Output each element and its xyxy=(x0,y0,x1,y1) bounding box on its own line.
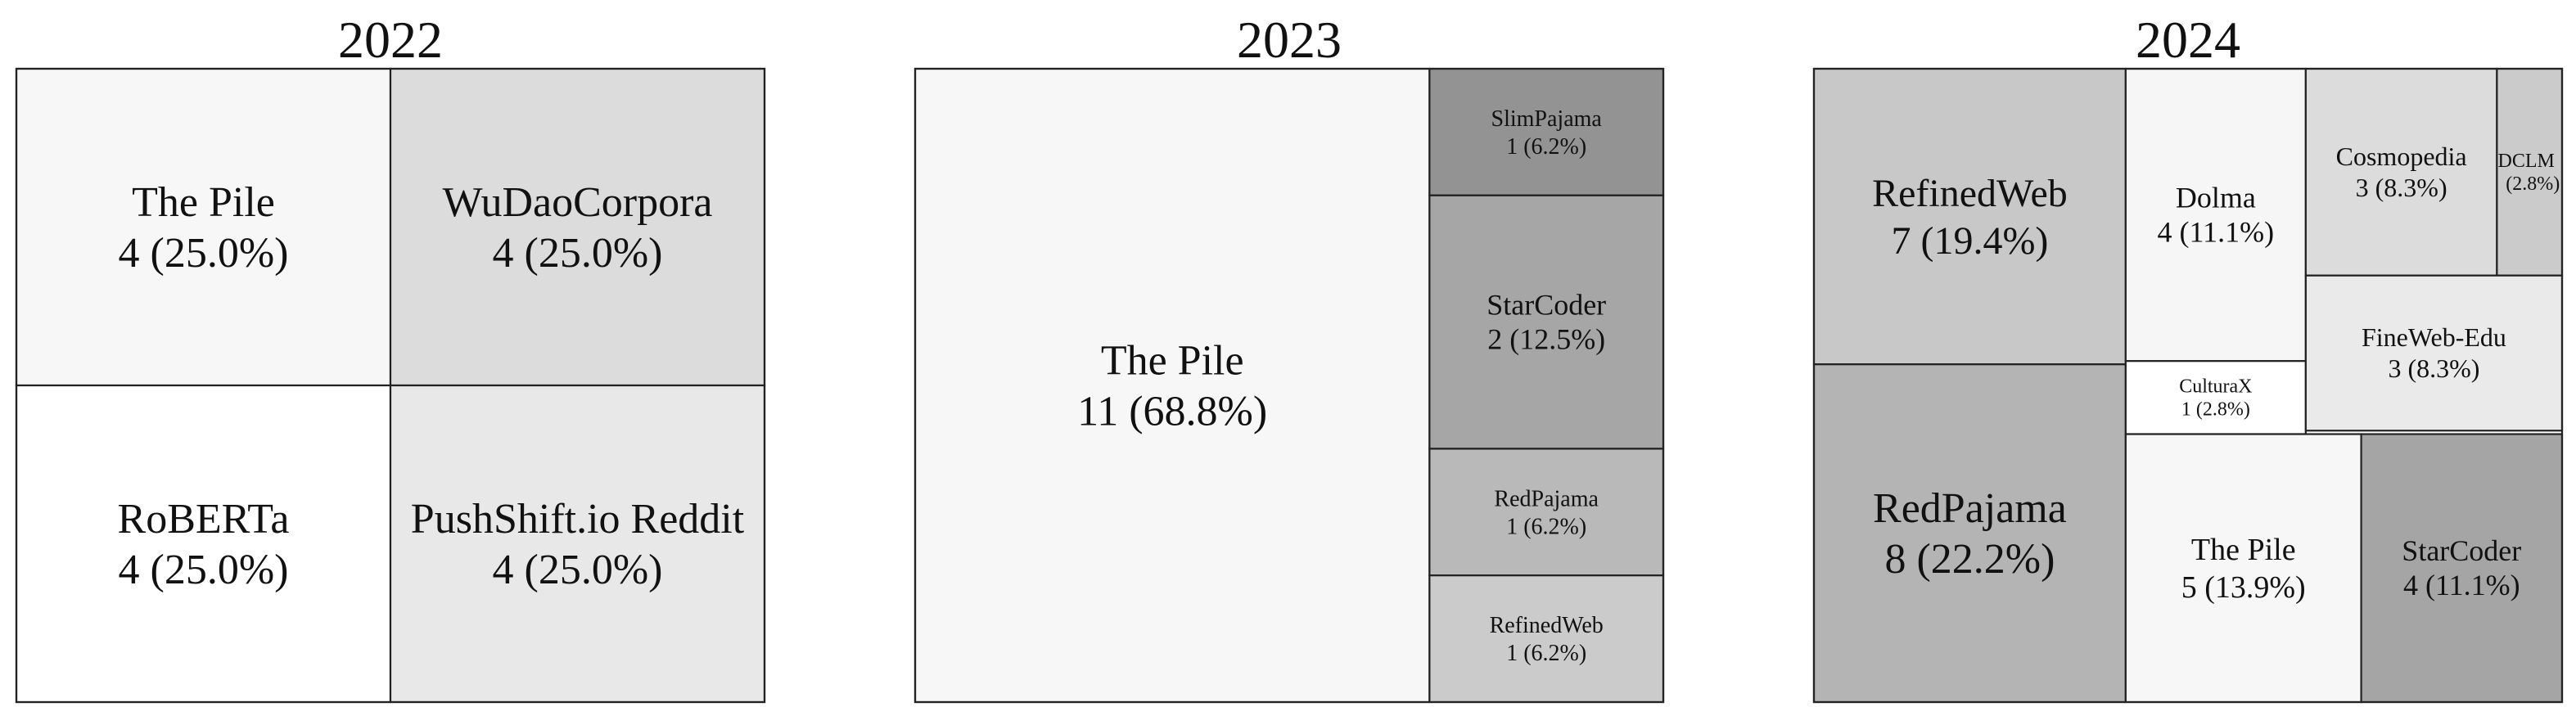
panel-border xyxy=(914,67,1665,704)
tile-refinedweb xyxy=(1812,67,2127,366)
tile-label-redpajama: RedPajama xyxy=(1494,486,1599,511)
tile-fineweb-edu xyxy=(2304,274,2564,432)
tile-label-slimpajama: SlimPajama xyxy=(1491,106,1603,132)
tile-label-refinedweb: RefinedWeb xyxy=(1490,613,1604,638)
tile-label-starcoder: StarCoder xyxy=(1487,288,1606,321)
tile-value-refinedweb: 1 (6.2%) xyxy=(1506,641,1586,666)
tile-label-roberta: RoBERTa xyxy=(118,496,290,543)
tile-value-wudaocorpora: 4 (25.0%) xyxy=(493,230,663,277)
tile-redpajama xyxy=(1812,363,2127,704)
tile-label-redpajama: RedPajama xyxy=(1873,485,2067,532)
tile-label-fineweb-edu: FineWeb-Edu xyxy=(2362,322,2506,352)
panel-border xyxy=(15,67,766,704)
panel-title: 2022 xyxy=(338,11,443,69)
panel-title: 2023 xyxy=(1237,11,1342,69)
tile-value-starcoder: 2 (12.5%) xyxy=(1487,322,1605,355)
tile-value-refinedweb: 7 (19.4%) xyxy=(1891,219,2048,263)
tile-label-the-pile: The Pile xyxy=(2191,533,2296,567)
tile-refinedweb xyxy=(1428,574,1665,704)
tile-label-starcoder: StarCoder xyxy=(2402,534,2521,567)
tile-the-pile xyxy=(2124,433,2362,704)
tile-label-refinedweb: RefinedWeb xyxy=(1872,172,2068,215)
tile-value-the-pile: 4 (25.0%) xyxy=(119,230,289,277)
tile-label-pushshift-io-reddit: PushShift.io Reddit xyxy=(411,496,745,543)
tile-value-slimpajama: 1 (6.2%) xyxy=(1506,134,1586,160)
tile-label-cosmopedia: Cosmopedia xyxy=(2336,142,2467,171)
tile-culturax xyxy=(2124,360,2307,435)
tile-label-wudaocorpora: WuDaoCorpora xyxy=(442,179,712,226)
tile-the-pile xyxy=(15,67,392,387)
tile-value-redpajama: 8 (22.2%) xyxy=(1884,536,2055,583)
tile-cosmopedia xyxy=(2304,67,2498,277)
tile-value-redpajama: 1 (6.2%) xyxy=(1506,514,1586,539)
tile-starcoder xyxy=(1428,194,1665,450)
tile-value-dclm: (2.8%) xyxy=(2506,173,2560,195)
tile-value-dolma: 4 (11.1%) xyxy=(2158,215,2275,248)
panel-title: 2024 xyxy=(2136,11,2240,69)
tile-value-fineweb-edu: 3 (8.3%) xyxy=(2388,353,2479,383)
tile-pushshift-io-reddit xyxy=(389,384,766,704)
tile-value-starcoder: 4 (11.1%) xyxy=(2403,569,2520,601)
tile-value-culturax: 1 (2.8%) xyxy=(2181,399,2250,421)
tile-label-the-pile: The Pile xyxy=(132,179,275,226)
tile-label-dolma: Dolma xyxy=(2176,181,2256,214)
tile-value-the-pile: 11 (68.8%) xyxy=(1077,388,1267,435)
tile-slimpajama xyxy=(1428,67,1665,196)
panel-border xyxy=(1812,67,2564,704)
tile-value-pushshift-io-reddit: 4 (25.0%) xyxy=(493,547,663,593)
tile-value-roberta: 4 (25.0%) xyxy=(119,547,289,593)
tile-wudaocorpora xyxy=(389,67,766,387)
tile-starcoder xyxy=(2360,433,2564,704)
tile-value-cosmopedia: 3 (8.3%) xyxy=(2356,173,2447,202)
tile-the-pile xyxy=(914,67,1431,704)
tile-redpajama xyxy=(1428,448,1665,577)
tile-roberta xyxy=(15,384,392,704)
tile-label-the-pile: The Pile xyxy=(1101,337,1244,384)
tile-label-dclm: DCLM xyxy=(2498,151,2555,172)
tile-label-culturax: CulturaX xyxy=(2179,376,2252,398)
tile-value-the-pile: 5 (13.9%) xyxy=(2181,570,2306,605)
tile-dclm xyxy=(2496,67,2564,277)
